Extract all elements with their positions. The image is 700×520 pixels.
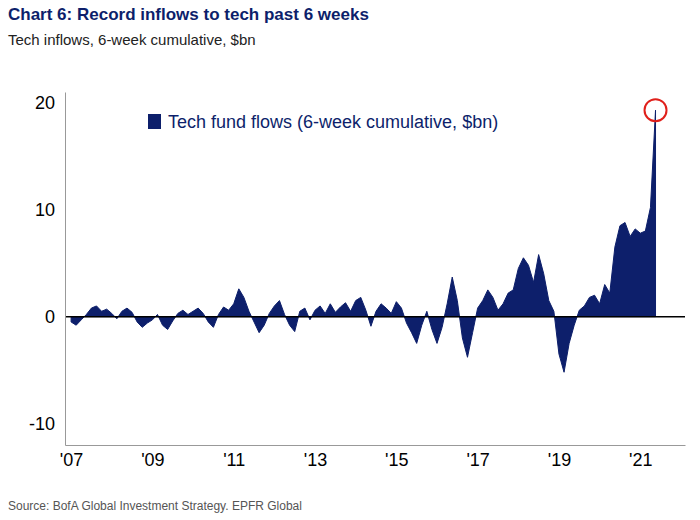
x-tick: '09 [141, 445, 164, 470]
zero-line [65, 316, 685, 318]
x-tick: '11 [223, 445, 245, 470]
y-tick: 20 [35, 93, 65, 113]
y-axis: -10 0 10 20 [29, 93, 66, 446]
x-tick: '19 [548, 445, 571, 470]
x-tick-label: '13 [304, 450, 327, 470]
series-area [71, 110, 655, 372]
y-tick-label: 20 [35, 93, 55, 113]
y-tick-label: 0 [45, 307, 55, 327]
x-tick-label: '11 [223, 450, 245, 470]
x-tick-label: '17 [466, 450, 489, 470]
x-tick: '07 [60, 445, 83, 470]
y-tick: 10 [35, 200, 65, 220]
background [0, 0, 700, 520]
x-tick: '17 [466, 445, 489, 470]
x-tick-label: '21 [629, 450, 652, 470]
x-tick-label: '19 [548, 450, 571, 470]
y-tick-label: 10 [35, 200, 55, 220]
y-axis-line [65, 93, 66, 446]
legend: Tech fund flows (6-week cumulative, $bn) [148, 112, 498, 132]
x-tick-label: '09 [141, 450, 164, 470]
x-tick-label: '15 [385, 450, 408, 470]
chart: Chart 6: Record inflows to tech past 6 w… [0, 0, 700, 520]
y-tick-label: -10 [29, 414, 55, 434]
x-tick-label: '07 [60, 450, 83, 470]
title: Chart 6: Record inflows to tech past 6 w… [8, 5, 369, 24]
x-tick: '15 [385, 445, 408, 470]
x-axis-line [66, 445, 686, 446]
source: Source: BofA Global Investment Strategy.… [8, 499, 302, 513]
legend-swatch [148, 114, 161, 129]
x-axis: '07 '09 '11 '13 '15 '17 '19 '21 [60, 445, 686, 470]
y-tick: 0 [45, 307, 65, 327]
y-tick: -10 [29, 414, 65, 434]
plot-area [71, 110, 655, 372]
legend-label: Tech fund flows (6-week cumulative, $bn) [168, 112, 498, 132]
subtitle: Tech inflows, 6-week cumulative, $bn [8, 31, 256, 48]
x-tick: '13 [304, 445, 327, 470]
x-tick: '21 [629, 445, 652, 470]
highlight-circle [645, 99, 667, 121]
